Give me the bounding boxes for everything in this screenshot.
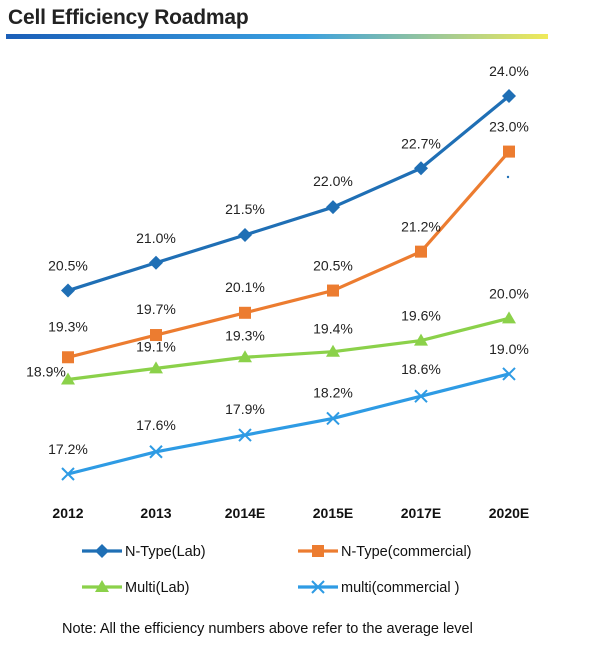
series-0-point-1 [149, 255, 163, 270]
legend-label-2: Multi(Lab) [125, 580, 189, 596]
legend-marker-3-stroke-b [311, 580, 325, 594]
series-0-label-5: 24.0% [489, 63, 529, 79]
x-tick-label-0: 2012 [52, 505, 83, 521]
series-1-label-3: 20.5% [313, 258, 353, 274]
series-line-3 [67, 372, 510, 476]
series-2-label-0: 18.9% [26, 364, 66, 380]
series-2-label-2: 19.3% [225, 327, 265, 343]
series-1-point-0 [62, 351, 74, 364]
series-line-0 [67, 94, 511, 293]
series-3-point-4-stroke-b [414, 389, 428, 403]
series-3-point-5 [502, 367, 516, 381]
legend-marker-3 [311, 580, 325, 594]
series-2-label-1: 19.1% [136, 338, 176, 354]
legend: N-Type(Lab) N-Type(commercial) Multi(Lab) m… [82, 544, 472, 596]
series-1-point-5 [503, 145, 515, 158]
x-tick-label-1: 2013 [140, 505, 171, 521]
legend-label-0: N-Type(Lab) [125, 544, 206, 560]
series-3-label-3: 18.2% [313, 384, 353, 400]
series-3-label-4: 18.6% [401, 361, 441, 377]
title-underline [6, 34, 548, 39]
series-3-point-5-stroke-b [502, 367, 516, 381]
series-3-label-5: 19.0% [489, 341, 529, 357]
series-2-label-5: 20.0% [489, 285, 529, 301]
series-1-label-4: 21.2% [401, 219, 441, 235]
legend-item-2: Multi(Lab) [82, 580, 189, 596]
series-3-point-3 [326, 411, 340, 426]
series-0-label-2: 21.5% [225, 201, 265, 217]
series-2-point-2 [238, 350, 252, 363]
footnote: Note: All the efficiency numbers above r… [62, 621, 473, 637]
series-3-point-0-stroke-b [61, 467, 75, 481]
series-3-point-0 [61, 467, 75, 481]
series-1-label-1: 19.7% [136, 301, 176, 317]
legend-marker-0 [95, 544, 109, 558]
x-axis-labels: 2012 2013 2014E 2015E 2017E 2020E [52, 505, 529, 521]
chart-title: Cell Efficiency Roadmap [8, 6, 249, 29]
series-3-point-3-stroke-b [326, 411, 340, 426]
legend-item-1: N-Type(commercial) [298, 544, 472, 560]
stray-dot [506, 175, 510, 179]
series-3-label-1: 17.6% [136, 417, 176, 433]
legend-marker-1 [312, 545, 324, 557]
series-1-label-5: 23.0% [489, 119, 529, 135]
data-label-layer: 20.5% 21.0% 21.5% 22.0% 22.7% 24.0% 19.3% 19.7%… [26, 63, 529, 457]
series-layer [61, 89, 516, 481]
series-0-label-1: 21.0% [136, 230, 176, 246]
series-3-point-2 [238, 428, 252, 442]
series-3-point-1 [149, 445, 163, 459]
legend-item-3: multi(commercial ) [298, 580, 459, 596]
series-1-point-2 [239, 306, 251, 319]
legend-label-1: N-Type(commercial) [341, 544, 472, 560]
series-2-label-4: 19.6% [401, 308, 441, 324]
series-2-point-5 [502, 311, 516, 324]
series-line-1 [67, 150, 511, 359]
series-3-point-4 [414, 389, 428, 403]
x-tick-label-3: 2015E [313, 505, 353, 521]
series-2-point-0 [61, 372, 75, 385]
series-0-label-4: 22.7% [401, 135, 441, 151]
series-1-point-3 [327, 284, 339, 297]
x-tick-label-4: 2017E [401, 505, 441, 521]
legend-marker-2 [95, 580, 109, 592]
series-line-2 [67, 316, 510, 382]
series-0-label-3: 22.0% [313, 173, 353, 189]
x-tick-label-2: 2014E [225, 505, 265, 521]
series-0-point-5 [502, 89, 516, 103]
series-0-point-0 [61, 283, 75, 298]
series-0-point-3 [326, 200, 340, 215]
legend-item-0: N-Type(Lab) [82, 544, 206, 560]
series-3-point-1-stroke-b [149, 445, 163, 459]
series-3-label-2: 17.9% [225, 401, 265, 417]
series-1-point-4 [415, 245, 427, 258]
series-3-label-0: 17.2% [48, 441, 88, 457]
series-0-point-2 [238, 227, 252, 242]
series-0-point-4 [414, 161, 428, 176]
series-2-point-1 [149, 361, 163, 374]
legend-label-3: multi(commercial ) [341, 580, 459, 596]
x-tick-label-5: 2020E [489, 505, 529, 521]
series-2-point-4 [414, 333, 428, 346]
series-3-point-2-stroke-b [238, 428, 252, 442]
series-1-label-0: 19.3% [48, 318, 88, 334]
series-1-label-2: 20.1% [225, 279, 265, 295]
series-1-point-1 [150, 329, 162, 342]
series-2-point-3 [326, 344, 340, 357]
series-0-label-0: 20.5% [48, 258, 88, 274]
series-2-label-3: 19.4% [313, 321, 353, 337]
